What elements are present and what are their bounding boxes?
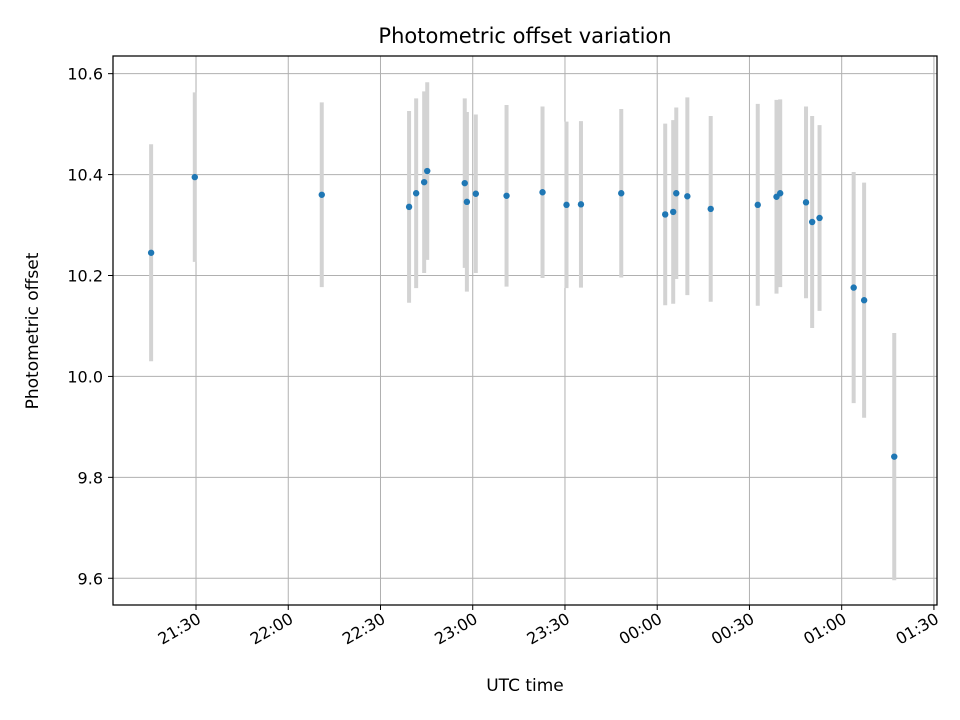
data-point <box>412 190 420 197</box>
data-point <box>850 284 857 291</box>
data-point <box>673 190 680 197</box>
data-point <box>503 192 510 199</box>
data-point <box>860 297 868 304</box>
data-point <box>891 453 898 460</box>
data-point <box>405 203 413 211</box>
y-tick-label: 10.4 <box>67 166 103 185</box>
data-point <box>563 201 570 209</box>
data-point <box>707 205 714 213</box>
data-point <box>147 249 155 256</box>
data-point <box>420 178 428 186</box>
plot-frame <box>112 55 938 606</box>
data-point <box>802 199 810 206</box>
y-axis-ticks: 9.6 9.8 10.0 10.2 10.4 10.6 <box>67 65 113 588</box>
y-tick-label: 9.8 <box>78 468 103 487</box>
y-axis-label: Photometric offset <box>23 252 43 409</box>
y-tick-label: 10.2 <box>67 266 103 285</box>
data-point <box>808 218 816 226</box>
data-point <box>754 201 761 209</box>
data-point <box>472 190 480 197</box>
data-point <box>191 173 198 181</box>
data-point <box>816 214 823 222</box>
chart-title: Photometric offset variation <box>378 24 671 48</box>
data-point <box>684 193 691 200</box>
x-axis-label: UTC time <box>486 676 564 696</box>
data-point <box>463 198 471 206</box>
data-point <box>424 167 431 175</box>
data-point <box>662 211 669 218</box>
data-point <box>669 208 677 216</box>
data-points <box>147 167 898 460</box>
data-point <box>539 189 546 196</box>
data-point <box>318 191 325 198</box>
data-point <box>577 201 585 208</box>
grid-lines <box>113 56 937 605</box>
data-point <box>461 179 468 187</box>
y-tick-label: 10.0 <box>67 367 103 386</box>
data-point <box>776 190 784 197</box>
data-point <box>618 190 625 197</box>
y-tick-label: 10.6 <box>67 65 103 84</box>
y-tick-label: 9.6 <box>78 569 103 588</box>
